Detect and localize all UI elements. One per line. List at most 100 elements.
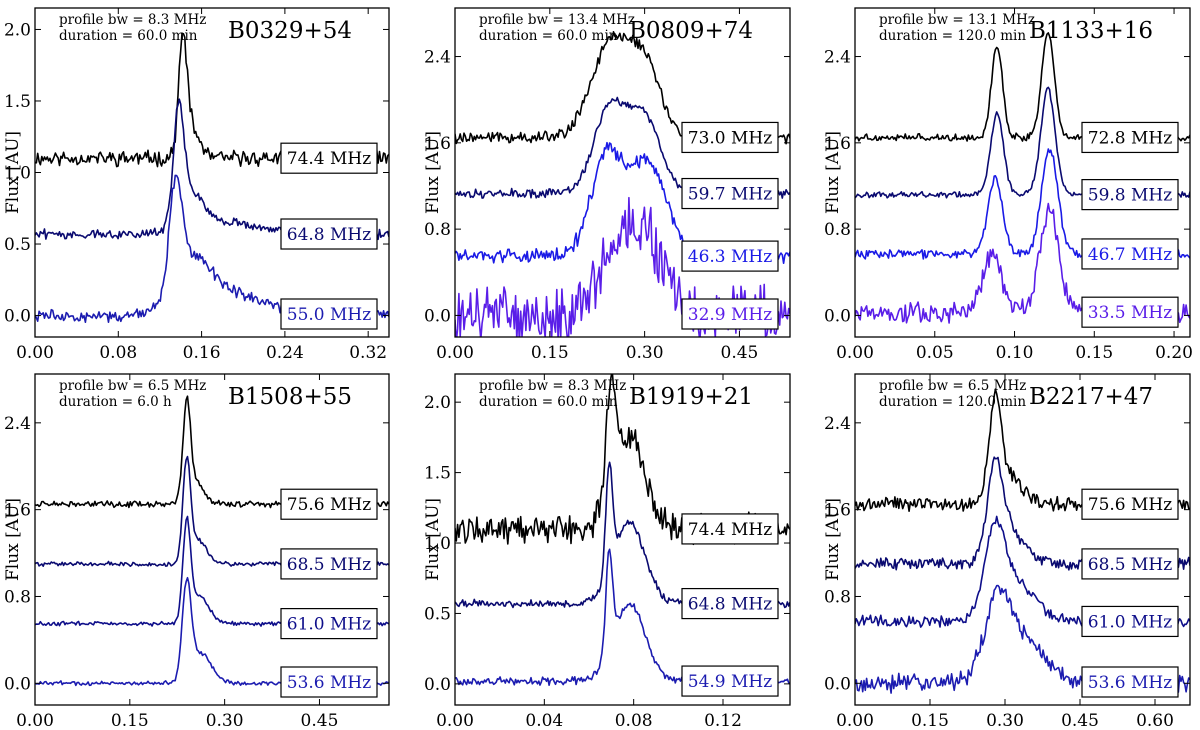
frequency-box (681, 177, 779, 210)
frequency-label: 55.0 MHz (287, 305, 371, 325)
y-tick-label: 0.0 (424, 675, 451, 695)
y-axis-label: Flux [AU] (3, 498, 23, 581)
frequency-box (681, 587, 779, 620)
x-tick-label: 0.15 (1075, 343, 1113, 363)
y-axis-label: Flux [AU] (823, 131, 843, 214)
profile-info: duration = 6.0 h (59, 394, 172, 410)
y-tick-label: 1.0 (424, 534, 451, 554)
frequency-box (280, 666, 378, 698)
x-tick-label: 0.15 (111, 711, 149, 730)
profile-info: duration = 120.0 min (879, 394, 1026, 410)
x-tick-label: 0.00 (16, 343, 54, 363)
profile-info: profile bw = 13.4 MHz (479, 12, 635, 28)
profile-info: profile bw = 8.3 MHz (59, 12, 206, 28)
frequency-box (280, 608, 378, 640)
y-tick-label: 1.6 (824, 134, 851, 154)
y-tick-label: 2.4 (824, 48, 851, 68)
y-tick-label: 1.5 (424, 464, 451, 484)
pulsar-name: B2217+47 (1029, 384, 1153, 410)
y-axis-label: Flux [AU] (3, 131, 23, 214)
frequency-label: 33.5 MHz (1088, 303, 1172, 323)
x-tick-label: 0.16 (183, 343, 221, 363)
frequency-box (280, 488, 378, 520)
frequency-box (1081, 179, 1179, 211)
panel-b0329p54: 0.00 0.08 0.16 0.24 0.32 0.0 0.5 1.0 1.5 2.0 Flux … (3, 7, 390, 363)
y-tick-label: 2.4 (824, 414, 851, 434)
pulsar-name: B1133+16 (1029, 18, 1153, 44)
y-tick-label: 0.5 (4, 235, 31, 255)
frequency-box (681, 665, 779, 697)
frequency-box (681, 298, 779, 330)
y-axis-label: Flux [AU] (423, 498, 443, 581)
y-tick-label: 0.8 (824, 587, 851, 607)
frequency-label: 59.7 MHz (688, 185, 772, 205)
frequency-label: 46.7 MHz (1088, 245, 1172, 265)
frequency-box (681, 513, 779, 545)
profile-info: profile bw = 13.1 MHz (879, 12, 1035, 28)
frequency-box (1081, 296, 1179, 328)
frequency-label: 61.0 MHz (287, 615, 371, 635)
y-tick-label: 2.0 (424, 393, 451, 413)
x-tick-label: 0.10 (996, 343, 1034, 363)
frequency-box (1081, 488, 1179, 520)
y-tick-label: 0.5 (424, 604, 451, 624)
frequency-label: 73.0 MHz (688, 128, 772, 148)
frequency-label: 53.6 MHz (1088, 673, 1172, 693)
panel-b2217p47: 0.00 0.15 0.30 0.45 0.60 0.0 0.8 1.6 2.4 Flux [AU… (823, 373, 1191, 730)
x-tick-label: 0.45 (1061, 711, 1099, 730)
x-tick-label: 0.32 (349, 343, 387, 363)
y-tick-label: 0.0 (824, 306, 851, 326)
frequency-label: 68.5 MHz (287, 555, 371, 575)
x-tick-label: 0.45 (301, 711, 339, 730)
frequency-box (1081, 121, 1179, 154)
frequency-label: 74.4 MHz (287, 149, 371, 169)
frequency-label: 74.4 MHz (688, 520, 772, 540)
x-tick-label: 0.04 (525, 711, 563, 730)
pulsar-name: B1508+55 (228, 384, 352, 410)
trace-32-9-mhz (455, 196, 790, 337)
x-tick-label: 0.15 (911, 711, 949, 730)
frequency-box (1081, 666, 1179, 698)
frequency-box (1081, 548, 1179, 580)
axes-frame (454, 7, 791, 338)
y-tick-label: 2.0 (4, 20, 31, 40)
y-tick-label: 2.4 (424, 48, 451, 68)
y-tick-label: 0.0 (424, 306, 451, 326)
y-tick-label: 0.0 (4, 307, 31, 327)
x-tick-label: 0.12 (704, 711, 742, 730)
y-tick-label: 1.6 (424, 134, 451, 154)
frequency-label: 46.3 MHz (688, 247, 772, 267)
y-tick-label: 0.8 (424, 220, 451, 240)
panel-b1919p21: 0.00 0.04 0.08 0.12 0.0 0.5 1.0 1.5 2.0 Flux [AU]… (423, 373, 791, 730)
profile-info: profile bw = 6.5 MHz (879, 378, 1026, 394)
frequency-label: 53.6 MHz (287, 673, 371, 693)
x-tick-label: 0.08 (99, 343, 137, 363)
x-tick-label: 0.00 (436, 711, 474, 730)
x-tick-label: 0.24 (266, 343, 304, 363)
y-tick-label: 1.0 (4, 164, 31, 184)
y-tick-label: 0.0 (4, 674, 31, 694)
profile-info: duration = 120.0 min (879, 28, 1026, 44)
x-tick-label: 0.08 (615, 711, 653, 730)
x-tick-label: 0.20 (1155, 343, 1193, 363)
panel-b0809p74: 0.00 0.15 0.30 0.45 0.0 0.8 1.6 2.4 Flux [AU] pro… (423, 7, 791, 363)
frequency-label: 61.0 MHz (1088, 612, 1172, 632)
frequency-box (280, 548, 378, 580)
y-axis-label: Flux [AU] (423, 131, 443, 214)
x-tick-label: 0.15 (531, 343, 569, 363)
frequency-box (280, 142, 378, 174)
frequency-label: 54.9 MHz (688, 672, 772, 692)
y-tick-label: 0.8 (4, 587, 31, 607)
frequency-label: 64.8 MHz (688, 595, 772, 615)
pulsar-name: B1919+21 (629, 384, 753, 410)
x-tick-label: 0.30 (626, 343, 664, 363)
panel-b1508p55: 0.00 0.15 0.30 0.45 0.0 0.8 1.6 2.4 Flux [AU] pro… (3, 373, 390, 730)
x-tick-label: 0.30 (986, 711, 1024, 730)
x-tick-label: 0.05 (916, 343, 954, 363)
axes-frame (854, 7, 1191, 338)
axes-frame (34, 373, 390, 706)
y-tick-label: 1.6 (824, 501, 851, 521)
pulsar-name: B0809+74 (629, 18, 753, 44)
frequency-box (280, 218, 378, 250)
panel-b1133p16: 0.00 0.05 0.10 0.15 0.20 0.0 0.8 1.6 2.4 Flux [AU… (823, 7, 1193, 363)
